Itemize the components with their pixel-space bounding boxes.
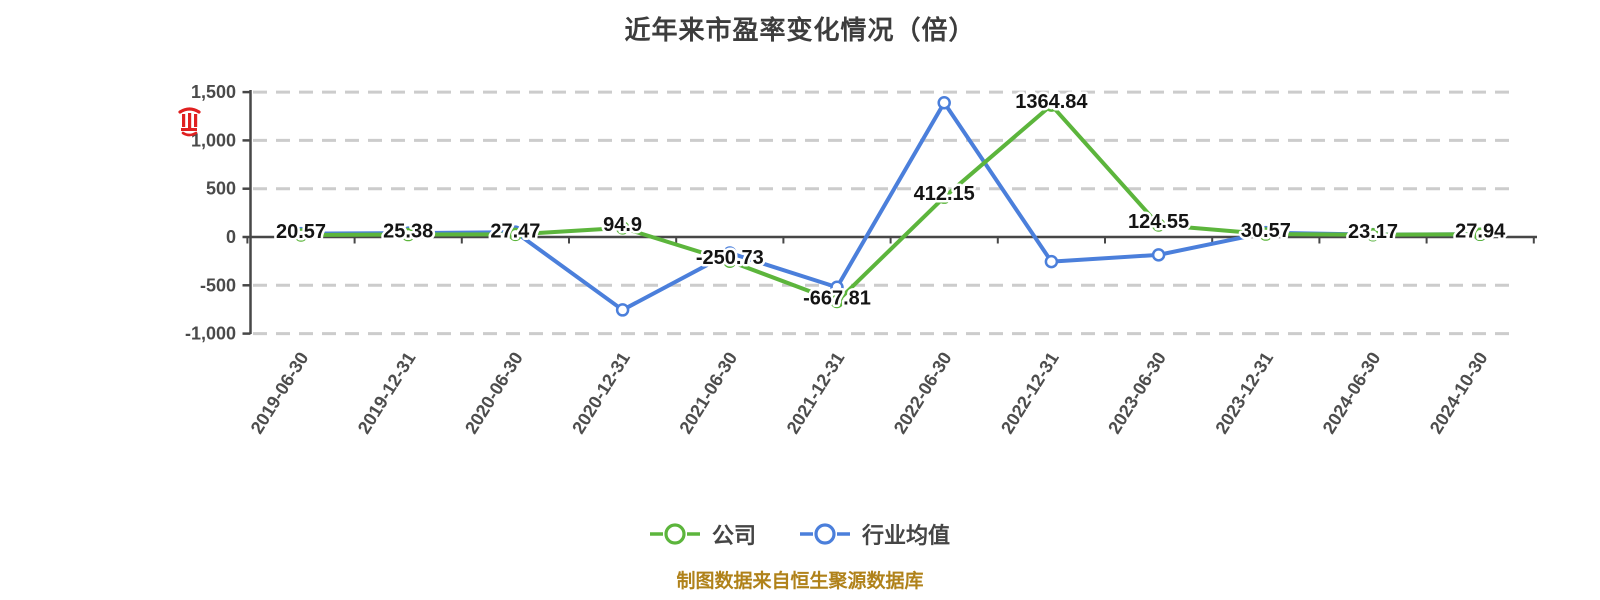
y-axis-label: -500 (200, 275, 236, 295)
point-value-label: 30.57 (1241, 220, 1291, 242)
y-axis-label: 500 (206, 179, 236, 199)
x-axis-label: 2020-12-31 (568, 349, 634, 438)
company-point[interactable] (508, 227, 523, 242)
point-value-label: 27.94 (1455, 220, 1506, 242)
x-axis-label: 2021-06-30 (675, 349, 741, 438)
point-value-label: 1364.84 (1015, 91, 1088, 113)
company-point[interactable] (723, 254, 737, 268)
point-value-label: 412.15 (914, 183, 975, 205)
x-axis-label: 2023-12-31 (1211, 349, 1277, 438)
company-point[interactable] (401, 227, 415, 242)
company-point[interactable] (1151, 218, 1166, 232)
company-point[interactable] (830, 294, 844, 309)
point-value-label: -667.81 (803, 288, 871, 310)
x-axis-label: 2024-06-30 (1319, 349, 1385, 438)
x-axis-label: 2019-06-30 (247, 349, 313, 438)
legend-label-industry-average: 行业均值 (862, 523, 951, 548)
x-axis-label: 2020-06-30 (461, 349, 527, 438)
company-point[interactable] (1366, 228, 1380, 242)
industry-average-point[interactable] (615, 303, 630, 317)
chart-title: 近年来市盈率变化情况（倍） (624, 15, 976, 45)
x-axis-label: 2019-12-31 (354, 349, 420, 438)
industry-average-point[interactable] (830, 280, 844, 294)
point-value-label: 23.17 (1348, 221, 1398, 243)
company-line (299, 103, 1483, 304)
legend-label-company: 公司 (711, 523, 756, 548)
x-axis-label: 2022-06-30 (890, 349, 956, 438)
point-value-label: 124.55 (1128, 211, 1189, 233)
industry-average-point[interactable] (937, 95, 951, 110)
industry-average-point[interactable] (1044, 254, 1059, 269)
company-point[interactable] (1044, 98, 1059, 112)
y-axis-label: 1,500 (191, 82, 236, 102)
red-seal-icon (178, 107, 201, 137)
company-series-marker-icon (649, 523, 700, 545)
y-axis-label: 1,000 (191, 130, 236, 150)
legend-item-company[interactable]: 公司 (649, 518, 756, 550)
company-point[interactable] (1473, 227, 1487, 242)
point-value-label: 20.57 (276, 221, 326, 243)
y-axis-label: 0 (226, 227, 236, 247)
company-point[interactable] (1259, 227, 1273, 241)
industry-average-series-marker-icon (800, 523, 850, 545)
legend-item-industry-average[interactable]: 行业均值 (800, 518, 950, 550)
legend: 公司 行业均值 (0, 518, 1600, 550)
x-axis-label: 2023-06-30 (1104, 349, 1170, 438)
company-point[interactable] (937, 190, 951, 204)
data-source-note: 制图数据来自恒生聚源数据库 (676, 571, 924, 592)
point-value-label: 27.47 (490, 220, 540, 242)
point-value-label: -250.73 (696, 247, 764, 269)
x-axis-label: 2021-12-31 (783, 349, 849, 438)
company-point[interactable] (615, 221, 630, 235)
industry-average-point[interactable] (1151, 248, 1166, 262)
x-axis-label: 2022-12-31 (997, 349, 1063, 438)
point-value-label: 94.9 (603, 214, 642, 236)
x-axis-label: 2024-10-30 (1426, 349, 1492, 438)
industry-average-line (299, 100, 1483, 312)
y-axis-label: -1,000 (185, 324, 236, 344)
company-point[interactable] (294, 228, 308, 242)
point-value-label: 25.38 (383, 221, 433, 243)
